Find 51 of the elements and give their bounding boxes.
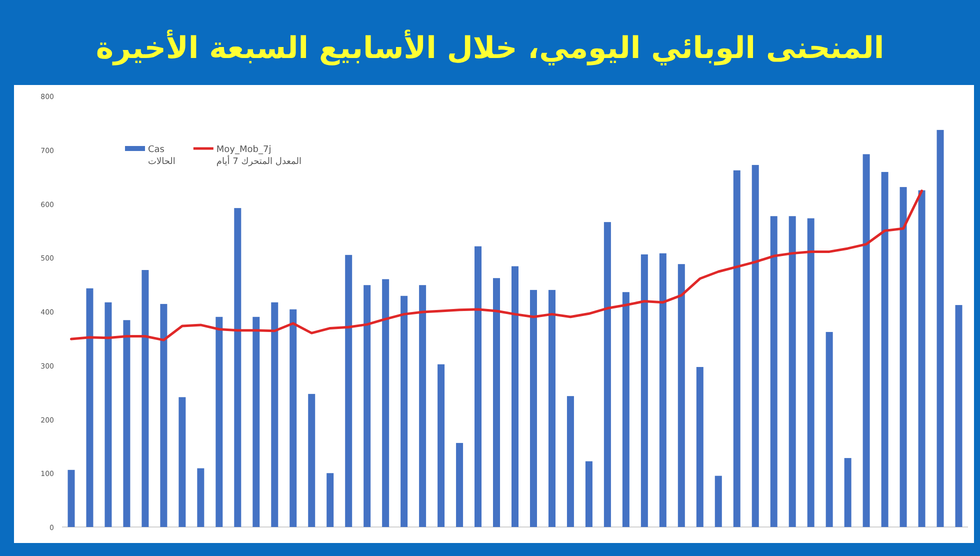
bar xyxy=(123,320,130,527)
bar xyxy=(659,253,666,527)
bar xyxy=(955,305,962,527)
bar xyxy=(752,164,759,527)
bar xyxy=(382,279,390,527)
bar xyxy=(881,172,888,527)
bar xyxy=(733,170,740,527)
bar xyxy=(696,366,704,527)
bar xyxy=(900,187,907,527)
bar xyxy=(234,208,242,527)
bar xyxy=(548,290,556,527)
bar xyxy=(493,278,500,527)
bar xyxy=(345,254,352,527)
bar xyxy=(290,309,297,527)
bar xyxy=(104,302,112,527)
bar xyxy=(197,468,204,527)
bar xyxy=(474,246,482,527)
bar xyxy=(86,288,94,527)
line-series xyxy=(70,190,924,342)
bar xyxy=(936,130,944,527)
bar xyxy=(862,154,870,527)
bar xyxy=(788,216,796,527)
bar xyxy=(160,304,168,527)
bar xyxy=(566,396,574,527)
bar xyxy=(604,222,611,527)
chart-title: المنحنى الوبائي اليومي، خلال الأسابيع السبعة الأخيرة xyxy=(96,29,884,66)
bar xyxy=(530,290,537,527)
bar xyxy=(678,264,685,527)
bar xyxy=(364,285,371,527)
bar xyxy=(918,190,926,527)
bar xyxy=(826,332,833,527)
bar xyxy=(456,442,464,527)
bar xyxy=(640,254,648,527)
bar xyxy=(622,292,630,527)
bar xyxy=(770,216,778,527)
bar xyxy=(178,397,186,527)
bar xyxy=(271,302,278,527)
bar xyxy=(807,218,814,527)
bar xyxy=(438,364,445,527)
bar xyxy=(844,458,852,527)
bar xyxy=(400,296,408,527)
bar xyxy=(252,316,260,527)
bar xyxy=(68,470,75,527)
bar xyxy=(714,476,722,527)
bar xyxy=(326,473,334,527)
bar xyxy=(216,316,223,527)
bar xyxy=(308,394,316,527)
bar xyxy=(419,285,426,527)
bar xyxy=(142,270,149,527)
bar xyxy=(585,461,592,527)
bar xyxy=(512,266,518,527)
